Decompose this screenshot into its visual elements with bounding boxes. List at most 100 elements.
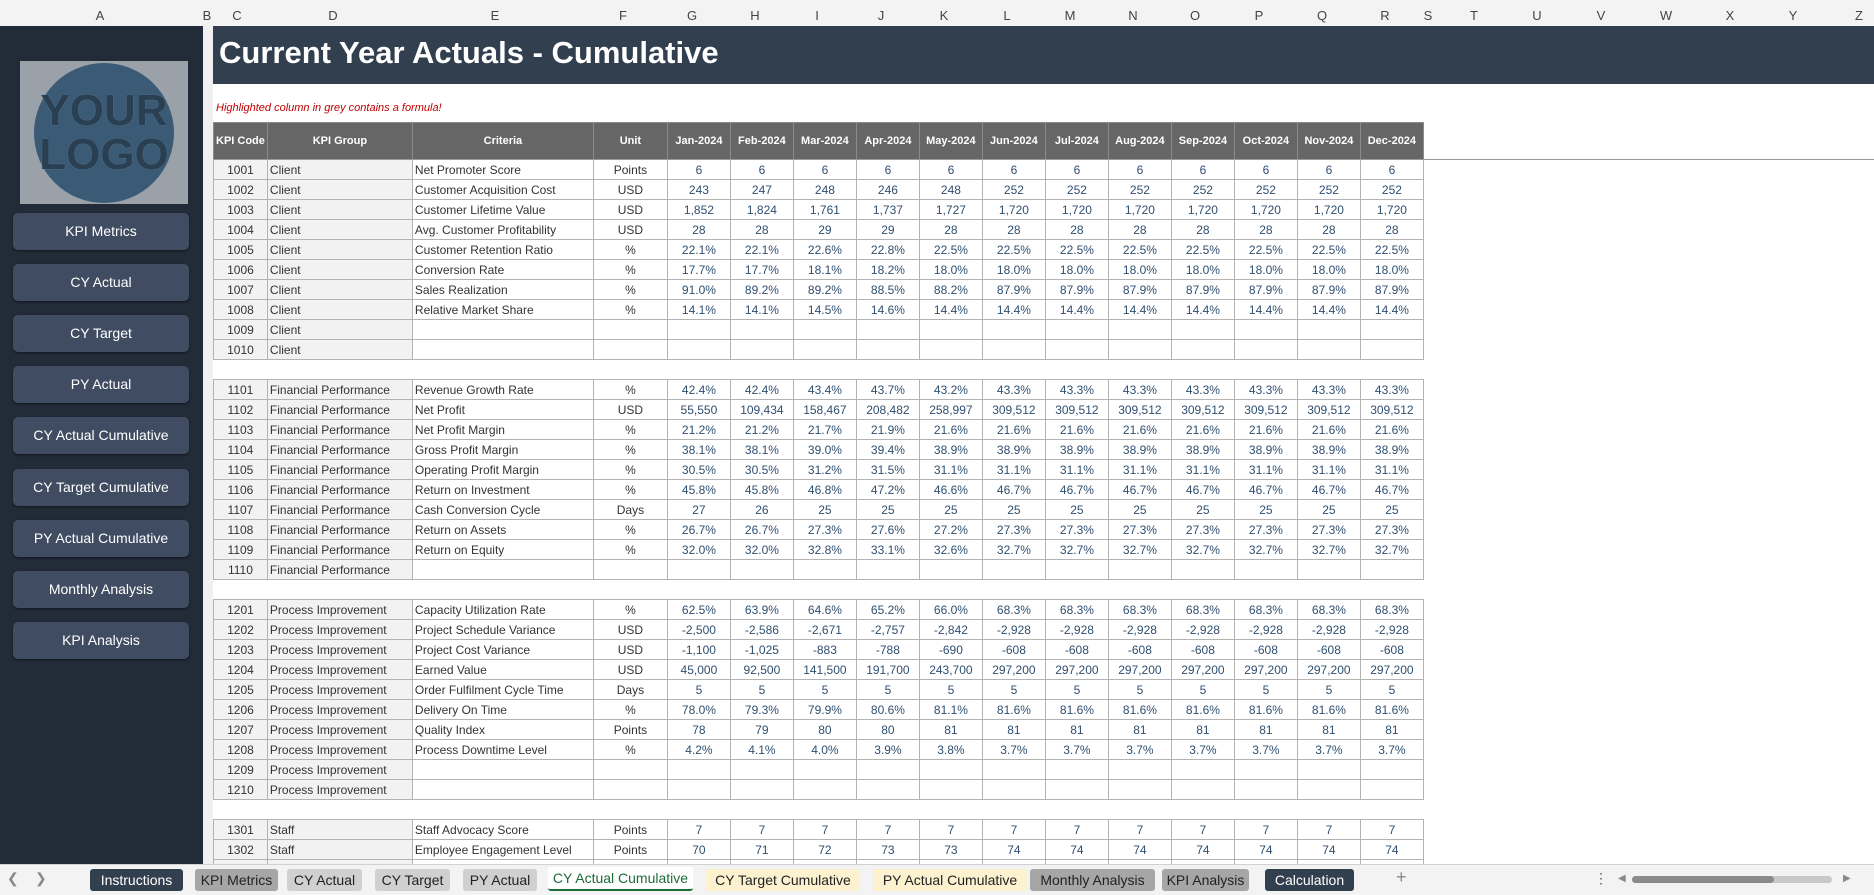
value-cell[interactable]: 46.7% xyxy=(1044,479,1109,500)
value-cell[interactable]: 32.0% xyxy=(666,539,731,560)
value-cell[interactable] xyxy=(855,759,920,780)
criteria-cell[interactable]: Customer Lifetime Value xyxy=(411,199,594,220)
value-cell[interactable]: 45.8% xyxy=(729,479,794,500)
kpi-code-cell[interactable]: 1003 xyxy=(213,199,268,220)
kpi-group-cell[interactable]: Client xyxy=(266,319,413,340)
value-cell[interactable] xyxy=(1044,779,1109,800)
value-cell[interactable]: 258,997 xyxy=(918,399,983,420)
scroll-left-icon[interactable]: ◀ xyxy=(1618,873,1626,884)
value-cell[interactable]: 32.6% xyxy=(918,539,983,560)
unit-cell[interactable]: Days xyxy=(592,679,668,700)
value-cell[interactable]: 21.6% xyxy=(1296,419,1361,440)
value-cell[interactable]: 38.9% xyxy=(1296,439,1361,460)
value-cell[interactable] xyxy=(855,559,920,580)
value-cell[interactable]: 27 xyxy=(666,499,731,520)
value-cell[interactable]: 91.0% xyxy=(666,279,731,300)
value-cell[interactable]: 32.7% xyxy=(1296,539,1361,560)
value-cell[interactable] xyxy=(981,339,1046,360)
value-cell[interactable]: 27.3% xyxy=(1233,519,1298,540)
value-cell[interactable] xyxy=(981,759,1046,780)
value-cell[interactable]: 70 xyxy=(666,839,731,860)
value-cell[interactable]: 47.2% xyxy=(855,479,920,500)
value-cell[interactable]: 309,512 xyxy=(1233,399,1298,420)
value-cell[interactable]: 297,200 xyxy=(1359,659,1424,680)
value-cell[interactable]: 92,500 xyxy=(729,659,794,680)
value-cell[interactable]: 74 xyxy=(1044,839,1109,860)
value-cell[interactable] xyxy=(1296,319,1361,340)
value-cell[interactable]: 22.5% xyxy=(918,239,983,260)
kpi-group-cell[interactable]: Client xyxy=(266,239,413,260)
kpi-group-cell[interactable]: Financial Performance xyxy=(266,399,413,420)
kpi-code-cell[interactable]: 1105 xyxy=(213,459,268,480)
value-cell[interactable]: -2,928 xyxy=(1044,619,1109,640)
kpi-code-cell[interactable]: 1104 xyxy=(213,439,268,460)
value-cell[interactable]: 297,200 xyxy=(1107,659,1172,680)
nav-button-py-actual[interactable]: PY Actual xyxy=(13,366,189,403)
criteria-cell[interactable]: Revenue Growth Rate xyxy=(411,379,594,400)
value-cell[interactable]: 7 xyxy=(1233,819,1298,840)
value-cell[interactable]: 27.3% xyxy=(981,519,1046,540)
value-cell[interactable] xyxy=(729,339,794,360)
criteria-cell[interactable]: Order Fulfilment Cycle Time xyxy=(411,679,594,700)
value-cell[interactable]: 1,720 xyxy=(1359,199,1424,220)
value-cell[interactable]: 43.7% xyxy=(855,379,920,400)
value-cell[interactable]: 1,720 xyxy=(1296,199,1361,220)
value-cell[interactable]: 21.6% xyxy=(981,419,1046,440)
unit-cell[interactable]: % xyxy=(592,699,668,720)
value-cell[interactable]: 14.4% xyxy=(918,299,983,320)
kpi-group-cell[interactable]: Process Improvement xyxy=(266,659,413,680)
value-cell[interactable]: 33.1% xyxy=(855,539,920,560)
value-cell[interactable]: 1,720 xyxy=(1107,199,1172,220)
value-cell[interactable]: 89.2% xyxy=(729,279,794,300)
kpi-group-cell[interactable]: Process Improvement xyxy=(266,699,413,720)
kpi-group-cell[interactable]: Client xyxy=(266,299,413,320)
column-letter-v[interactable]: V xyxy=(1596,8,1606,23)
column-letter-k[interactable]: K xyxy=(939,8,949,23)
value-cell[interactable] xyxy=(981,319,1046,340)
value-cell[interactable]: -2,671 xyxy=(792,619,857,640)
value-cell[interactable]: 21.6% xyxy=(1107,419,1172,440)
unit-cell[interactable]: % xyxy=(592,259,668,280)
value-cell[interactable]: 208,482 xyxy=(855,399,920,420)
value-cell[interactable]: 28 xyxy=(1044,219,1109,240)
value-cell[interactable] xyxy=(1044,759,1109,780)
value-cell[interactable]: 252 xyxy=(1107,179,1172,200)
value-cell[interactable]: 31.1% xyxy=(918,459,983,480)
value-cell[interactable] xyxy=(1170,559,1235,580)
value-cell[interactable]: 46.7% xyxy=(1359,479,1424,500)
sheet-tab-instructions[interactable]: Instructions xyxy=(90,869,183,891)
kpi-code-cell[interactable]: 1103 xyxy=(213,419,268,440)
value-cell[interactable]: 74 xyxy=(981,839,1046,860)
value-cell[interactable]: 297,200 xyxy=(981,659,1046,680)
value-cell[interactable]: 18.2% xyxy=(855,259,920,280)
value-cell[interactable] xyxy=(729,759,794,780)
value-cell[interactable]: 6 xyxy=(1359,159,1424,180)
unit-cell[interactable] xyxy=(592,559,668,580)
nav-button-cy-target-cumulative[interactable]: CY Target Cumulative xyxy=(13,469,189,506)
value-cell[interactable] xyxy=(666,339,731,360)
value-cell[interactable] xyxy=(729,319,794,340)
value-cell[interactable]: 4.1% xyxy=(729,739,794,760)
value-cell[interactable]: 21.2% xyxy=(666,419,731,440)
value-cell[interactable]: 78 xyxy=(666,719,731,740)
value-cell[interactable]: 28 xyxy=(1359,219,1424,240)
value-cell[interactable] xyxy=(1170,319,1235,340)
value-cell[interactable]: 31.1% xyxy=(1233,459,1298,480)
value-cell[interactable]: 27.3% xyxy=(792,519,857,540)
criteria-cell[interactable]: Sales Realization xyxy=(411,279,594,300)
criteria-cell[interactable]: Customer Acquisition Cost xyxy=(411,179,594,200)
value-cell[interactable]: 43.3% xyxy=(1107,379,1172,400)
value-cell[interactable]: 38.9% xyxy=(1044,439,1109,460)
unit-cell[interactable]: USD xyxy=(592,659,668,680)
value-cell[interactable]: 28 xyxy=(729,219,794,240)
value-cell[interactable]: 73 xyxy=(918,839,983,860)
value-cell[interactable]: 43.3% xyxy=(1296,379,1361,400)
value-cell[interactable]: 22.1% xyxy=(666,239,731,260)
value-cell[interactable]: 3.7% xyxy=(1107,739,1172,760)
value-cell[interactable]: 22.5% xyxy=(1044,239,1109,260)
more-vertical-icon[interactable]: ⋮ xyxy=(1594,870,1608,886)
value-cell[interactable]: 66.0% xyxy=(918,599,983,620)
value-cell[interactable]: 30.5% xyxy=(729,459,794,480)
value-cell[interactable]: 14.4% xyxy=(1296,299,1361,320)
value-cell[interactable]: 18.0% xyxy=(1107,259,1172,280)
